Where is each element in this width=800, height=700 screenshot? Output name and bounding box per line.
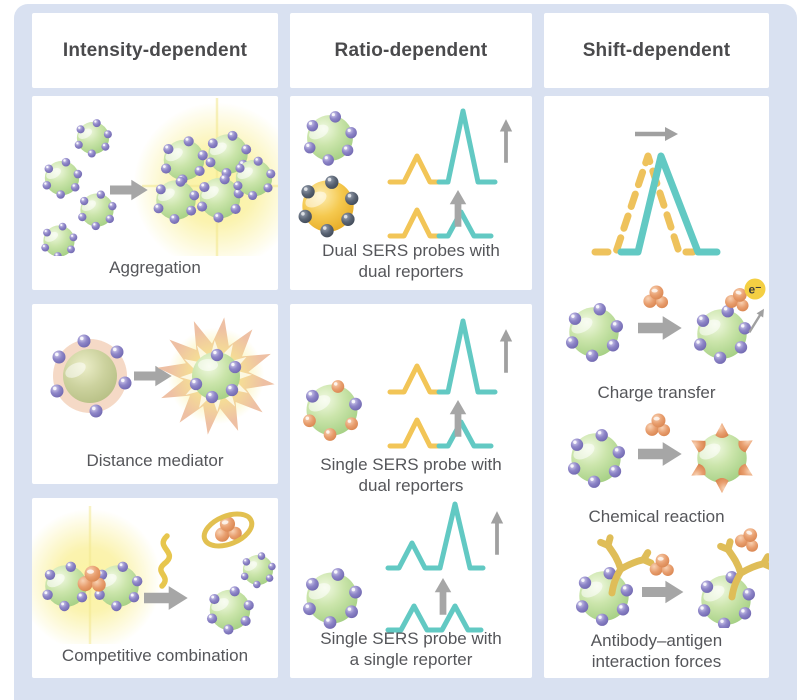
arrow-up-icon xyxy=(490,511,504,555)
aggregation-illustration xyxy=(32,98,278,256)
charge-transfer-illustration: e⁻ xyxy=(544,278,768,380)
analyte-molecule-icon xyxy=(645,413,671,437)
nanoparticle-icon xyxy=(576,567,633,626)
arrow-right-icon xyxy=(642,580,684,604)
caption-antibody-antigen: Antibody–antigen interaction forces xyxy=(590,631,723,672)
burst-nanoparticle-icon xyxy=(149,309,278,443)
caption-competitive-combination: Competitive combination xyxy=(61,645,249,665)
caption-single-probe-dual-reporters: Single SERS probe with dual reporters xyxy=(320,455,502,496)
dual-probes-illustration xyxy=(290,108,513,239)
antibody-antigen-illustration xyxy=(544,524,769,628)
green-probe-icon xyxy=(303,568,362,629)
panel-competitive-combination: Competitive combination xyxy=(32,498,278,678)
single-probe-dual-reporters-illustration xyxy=(290,318,513,449)
analyte-molecule-icon xyxy=(649,553,674,576)
arrow-up-icon xyxy=(499,329,513,373)
panel-dual-sers-probes: Dual SERS probes with dual reporters xyxy=(290,96,532,290)
caption-charge-transfer: Charge transfer xyxy=(597,383,716,402)
header-ratio-label: Ratio-dependent xyxy=(334,39,488,61)
sers-spectra xyxy=(387,318,498,449)
gold-probe-icon xyxy=(299,176,359,238)
peak-shift-illustration xyxy=(591,127,721,256)
header-shift-dependent: Shift-dependent xyxy=(544,13,769,88)
mixed-reporter-probe-icon xyxy=(303,380,362,441)
panel-aggregation: Aggregation xyxy=(32,96,278,290)
arrow-right-icon xyxy=(635,127,678,141)
header-ratio-dependent: Ratio-dependent xyxy=(290,13,532,88)
nanoparticle-icon xyxy=(566,303,623,362)
nanoparticle-icon xyxy=(698,571,755,628)
caption-dual-probes: Dual SERS probes with dual reporters xyxy=(322,240,500,281)
arrow-right-icon xyxy=(638,316,682,340)
shifted-peak xyxy=(617,152,721,256)
panel-distance-mediator: Distance mediator xyxy=(32,304,278,484)
bound-antigen-icon xyxy=(732,524,764,554)
arrow-up-icon xyxy=(434,578,452,615)
nanoparticle-icon xyxy=(78,190,116,230)
sers-spectra xyxy=(385,501,486,633)
coated-nanoparticle-icon xyxy=(50,334,132,418)
header-intensity-dependent: Intensity-dependent xyxy=(32,13,278,88)
nanoparticle-icon xyxy=(694,305,751,364)
electron-badge: e⁻ xyxy=(744,278,766,300)
competitive-combination-illustration xyxy=(32,506,278,644)
aptamer-squiggle-icon xyxy=(158,533,173,589)
distance-mediator-illustration xyxy=(50,309,278,443)
nanoparticle-icon xyxy=(43,158,83,199)
panel-single-sers-probe: Single SERS probe with dual reporters Si… xyxy=(290,304,532,678)
electron-label: e⁻ xyxy=(748,283,761,297)
captured-analyte-icon xyxy=(201,511,255,549)
caption-chemical-reaction: Chemical reaction xyxy=(588,507,725,526)
single-probe-single-reporter-illustration xyxy=(290,501,504,633)
dashed-original-peak xyxy=(591,152,697,256)
panel-shift-dependent: e⁻ Charge transfer Chemical reaction Ant… xyxy=(544,96,769,678)
nanoparticle-icon xyxy=(207,586,254,634)
header-shift-label: Shift-dependent xyxy=(582,39,731,61)
analyte-molecule-icon xyxy=(643,285,669,309)
nanoparticle-icon xyxy=(568,429,625,488)
caption-aggregation: Aggregation xyxy=(109,257,201,277)
arrow-up-icon xyxy=(499,119,513,163)
green-probe-icon xyxy=(304,111,357,166)
caption-distance-mediator: Distance mediator xyxy=(86,450,224,470)
header-intensity-label: Intensity-dependent xyxy=(62,39,248,61)
reacted-nanoparticle-icon xyxy=(688,423,756,493)
nanoparticle-icon xyxy=(41,223,77,256)
caption-single-probe-single-reporter: Single SERS probe with a single reporter xyxy=(320,628,502,669)
chemical-reaction-illustration xyxy=(544,413,769,504)
nanoparticle-icon xyxy=(75,119,112,157)
sers-spectra xyxy=(387,108,498,239)
electron-arrow-icon xyxy=(746,306,768,335)
arrow-right-icon xyxy=(638,442,682,466)
nanoparticle-icon xyxy=(241,552,276,588)
